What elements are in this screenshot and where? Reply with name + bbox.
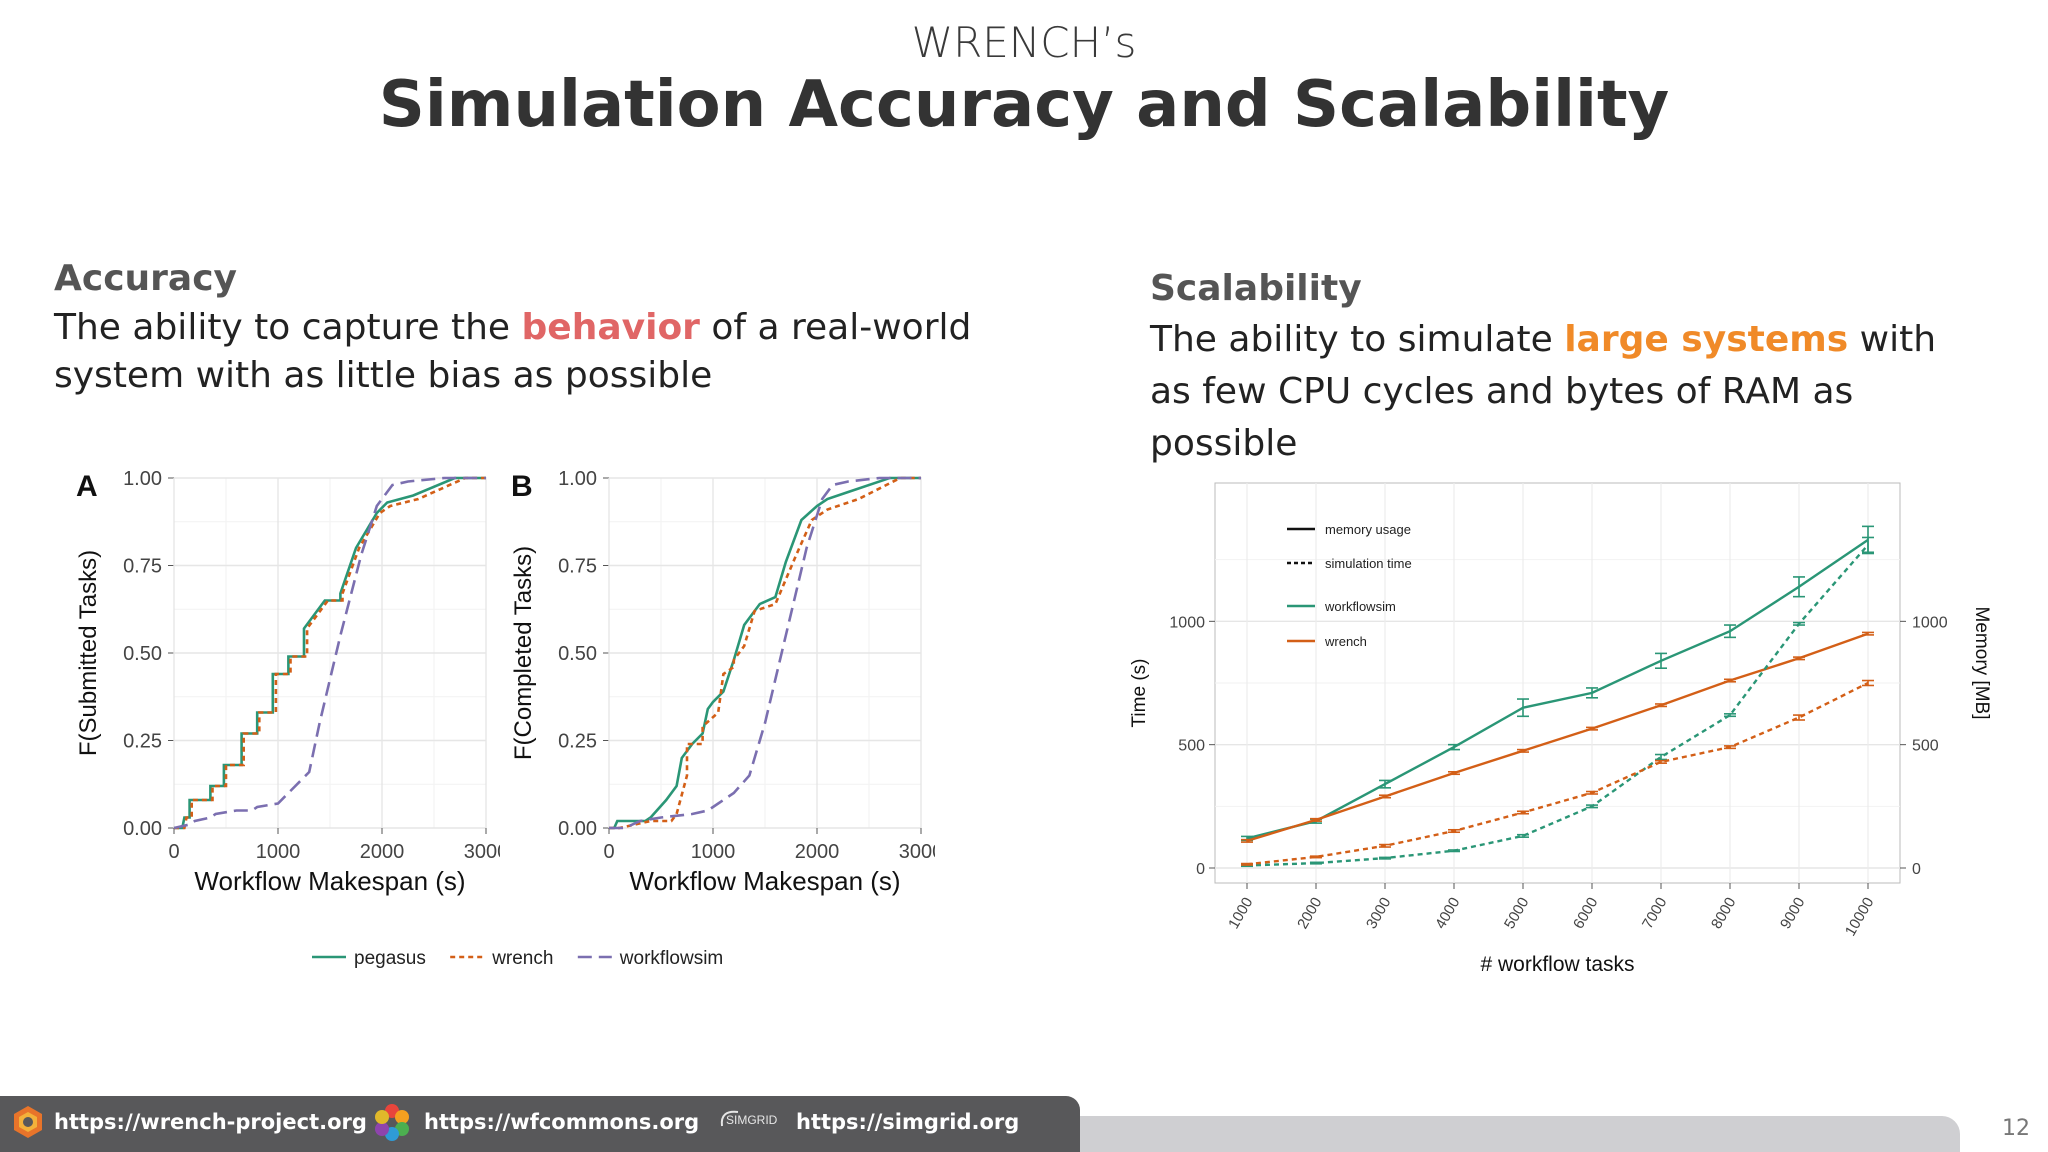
panel-label: B bbox=[511, 470, 533, 503]
accuracy-legend: pegasus wrench workflowsim bbox=[312, 948, 723, 969]
accuracy-text-after: of a real-world system with as little bi… bbox=[54, 307, 972, 396]
y-tick-label: 1.00 bbox=[558, 468, 597, 490]
y-tick-label: 0.25 bbox=[558, 731, 597, 753]
x-axis-title: Workflow Makespan (s) bbox=[629, 866, 900, 896]
x-tick-label: 3000 bbox=[899, 841, 935, 863]
chart-scalability: 0 0 500 500 1000 1000 1000 2000 3000 4000 5000 6000… bbox=[1129, 482, 1992, 976]
x-tick-label: 1000 bbox=[691, 841, 736, 863]
series-line-wrench bbox=[174, 476, 486, 830]
y2-tick-label: 0 bbox=[1912, 861, 1921, 878]
x-tick-label: 0 bbox=[603, 841, 614, 863]
x-tick-label: 1000 bbox=[1225, 895, 1256, 932]
legend-label-workflowsim: workflowsim bbox=[619, 948, 723, 969]
legend-label: wrench bbox=[1324, 634, 1367, 649]
x-axis-title: Workflow Makespan (s) bbox=[194, 866, 465, 896]
x-tick-label: 3000 bbox=[464, 841, 500, 863]
wfcommons-link[interactable]: https://wfcommons.org bbox=[424, 1110, 700, 1134]
wfcommons-logo-icon bbox=[375, 1104, 409, 1141]
slide-title: Simulation Accuracy and Scalability bbox=[378, 68, 1670, 142]
y-tick-label: 0.75 bbox=[123, 556, 162, 578]
y-tick-label: 1000 bbox=[1169, 614, 1205, 631]
x-tick-label: 1000 bbox=[256, 841, 301, 863]
simgrid-logo-text: SIMGRID bbox=[726, 1113, 778, 1127]
y-tick-label: 0.00 bbox=[558, 818, 597, 840]
legend-label-pegasus: pegasus bbox=[354, 948, 426, 969]
scalability-highlight: large systems bbox=[1564, 319, 1849, 360]
x-tick-label: 4000 bbox=[1432, 895, 1463, 932]
y-tick-label: 0.25 bbox=[123, 731, 162, 753]
wrench-project-link[interactable]: https://wrench-project.org bbox=[54, 1110, 367, 1134]
x-axis-title: # workflow tasks bbox=[1480, 953, 1634, 976]
y-axis-title: F(Completed Tasks) bbox=[510, 546, 537, 760]
x-tick-label: 5000 bbox=[1501, 895, 1532, 932]
y-axis-title: F(Submitted Tasks) bbox=[75, 550, 102, 756]
scalability-description: The ability to simulate large systems wi… bbox=[1150, 314, 1970, 470]
legend-label: workflowsim bbox=[1324, 599, 1396, 614]
x-tick-label: 6000 bbox=[1570, 895, 1601, 932]
y2-axis-title: Memory [MB] bbox=[1971, 607, 1992, 720]
x-tick-label: 10000 bbox=[1842, 895, 1878, 940]
legend-label: memory usage bbox=[1325, 522, 1411, 537]
x-tick-label: 2000 bbox=[360, 841, 405, 863]
legend-label: simulation time bbox=[1325, 556, 1412, 571]
y-tick-label: 0.00 bbox=[123, 818, 162, 840]
x-tick-label: 0 bbox=[168, 841, 179, 863]
scalability-heading: Scalability bbox=[1150, 268, 1362, 309]
scalability-text-before: The ability to simulate bbox=[1150, 319, 1565, 360]
series-line-wrench-simulation-time bbox=[1246, 681, 1869, 866]
y-tick-label: 0 bbox=[1196, 861, 1205, 878]
simgrid-link[interactable]: https://simgrid.org bbox=[796, 1110, 1020, 1134]
y-tick-label: 1.00 bbox=[123, 468, 162, 490]
accuracy-highlight: behavior bbox=[521, 307, 700, 348]
footer-bar bbox=[0, 1096, 1080, 1152]
x-tick-label: 3000 bbox=[1363, 895, 1394, 932]
chart-a-submitted-tasks: 0.00 0.25 0.50 0.75 1.00 0 1000 2000 3000 A Workfl… bbox=[75, 468, 500, 896]
page-number: 12 bbox=[2002, 1116, 2030, 1141]
x-tick-label: 2000 bbox=[795, 841, 840, 863]
simgrid-logo: SIMGRID bbox=[720, 1110, 778, 1127]
panel-label: A bbox=[76, 470, 98, 503]
accuracy-heading: Accuracy bbox=[54, 258, 238, 299]
scalability-text-after: with as few CPU cycles and bytes of RAM … bbox=[1150, 319, 1937, 464]
y-tick-label: 500 bbox=[1178, 738, 1205, 755]
series-line-workflowsim bbox=[173, 476, 486, 830]
series-line-workflowsim bbox=[609, 476, 921, 830]
x-tick-label: 8000 bbox=[1708, 895, 1739, 932]
y-tick-label: 0.50 bbox=[558, 643, 597, 665]
series-line-workflowsim-simulation-time bbox=[1246, 544, 1869, 867]
x-tick-label: 7000 bbox=[1639, 895, 1670, 932]
footer-progress-track bbox=[1080, 1116, 1960, 1152]
series-line-workflowsim-memory-usage bbox=[1246, 538, 1869, 840]
series-line-wrench bbox=[609, 476, 921, 830]
chart-b-completed-tasks: 0.00 0.25 0.50 0.75 1.00 0 1000 2000 3000 B Workfl… bbox=[510, 468, 935, 896]
x-tick-label: 2000 bbox=[1294, 895, 1325, 932]
slide-kicker: WRENCH’s bbox=[911, 18, 1137, 67]
accuracy-text-before: The ability to capture the bbox=[54, 307, 522, 348]
y-tick-label: 0.50 bbox=[123, 643, 162, 665]
y-tick-label: 0.75 bbox=[558, 556, 597, 578]
x-tick-label: 9000 bbox=[1777, 895, 1808, 932]
legend-label-wrench: wrench bbox=[491, 948, 553, 969]
y-axis-title: Time (s) bbox=[1129, 659, 1150, 728]
wrench-logo-icon bbox=[14, 1106, 42, 1138]
y2-tick-label: 1000 bbox=[1912, 614, 1948, 631]
y2-tick-label: 500 bbox=[1912, 738, 1939, 755]
accuracy-description: The ability to capture the behavior of a… bbox=[54, 304, 1054, 400]
series-line-pegasus bbox=[174, 476, 486, 830]
